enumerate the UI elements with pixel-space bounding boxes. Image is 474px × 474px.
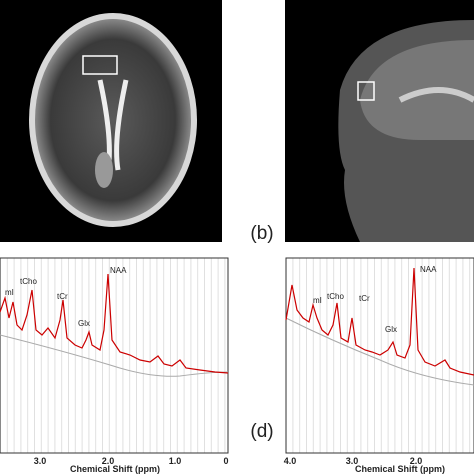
peak-label: mI <box>313 296 322 305</box>
peak-label: mI <box>5 288 14 297</box>
peak-label: NAA <box>420 265 437 274</box>
x-tick-label: 4.0 <box>284 456 297 466</box>
peak-label: Glx <box>385 325 397 334</box>
x-axis-label: Chemical Shift (ppm) <box>355 464 445 474</box>
peak-label: tCho <box>327 292 344 301</box>
x-tick-label: 2.0 <box>410 456 423 466</box>
peak-label: Glx <box>78 319 90 328</box>
peak-label: tCr <box>359 294 370 303</box>
x-tick-label: 0 <box>223 456 228 466</box>
panel-label: (d) <box>250 421 273 442</box>
sagittal-mri <box>285 0 474 242</box>
peak-label: tCho <box>20 277 37 286</box>
peak-label: NAA <box>110 266 127 275</box>
peak-label: tCr <box>57 292 68 301</box>
spectrum-panel: mI tCho tCr Glx NAA 3.0 2.0 1.0 0 Chemic… <box>0 257 229 474</box>
spectrum-panel: mI tCho tCr Glx NAA 4.0 3.0 2.0 Chemical… <box>284 257 474 474</box>
x-tick-label: 3.0 <box>346 456 359 466</box>
x-tick-label: 3.0 <box>34 456 47 466</box>
x-axis-label: Chemical Shift (ppm) <box>70 464 160 474</box>
x-tick-label: 1.0 <box>169 456 182 466</box>
axial-mri <box>0 0 222 242</box>
x-tick-label: 2.0 <box>102 456 115 466</box>
panel-label: (b) <box>250 223 273 244</box>
